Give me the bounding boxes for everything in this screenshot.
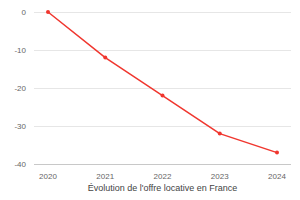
x-tick-label: 2022 — [154, 172, 172, 181]
plot-area — [46, 10, 279, 155]
y-tick-label: 0 — [22, 8, 27, 17]
data-point — [103, 56, 107, 60]
y-tick-label: -10 — [14, 46, 26, 55]
x-tick-label: 2023 — [211, 172, 229, 181]
data-point — [161, 94, 165, 98]
data-line — [48, 12, 277, 153]
y-tick-label: -20 — [14, 84, 26, 93]
grid-line — [34, 126, 291, 127]
data-point — [218, 132, 222, 136]
chart-svg: 0 -10 -20 -30 -40 2020 2021 2022 2023 2024 Évoluti… — [0, 0, 300, 200]
chart-container: 0 -10 -20 -30 -40 2020 2021 2022 2023 2024 Évoluti… — [0, 0, 300, 200]
x-tick-label: 2021 — [96, 172, 114, 181]
grid-line — [34, 88, 291, 89]
data-point — [46, 10, 50, 14]
grid-line — [34, 50, 291, 51]
x-tick-label: 2020 — [39, 172, 57, 181]
data-point — [275, 151, 279, 155]
y-tick-label: -30 — [14, 122, 26, 131]
grid-line — [34, 164, 291, 165]
grid-line — [34, 12, 291, 13]
chart-title: Évolution de l'offre locative en France — [88, 183, 238, 193]
y-tick-label: -40 — [14, 160, 26, 169]
x-tick-label: 2024 — [268, 172, 286, 181]
